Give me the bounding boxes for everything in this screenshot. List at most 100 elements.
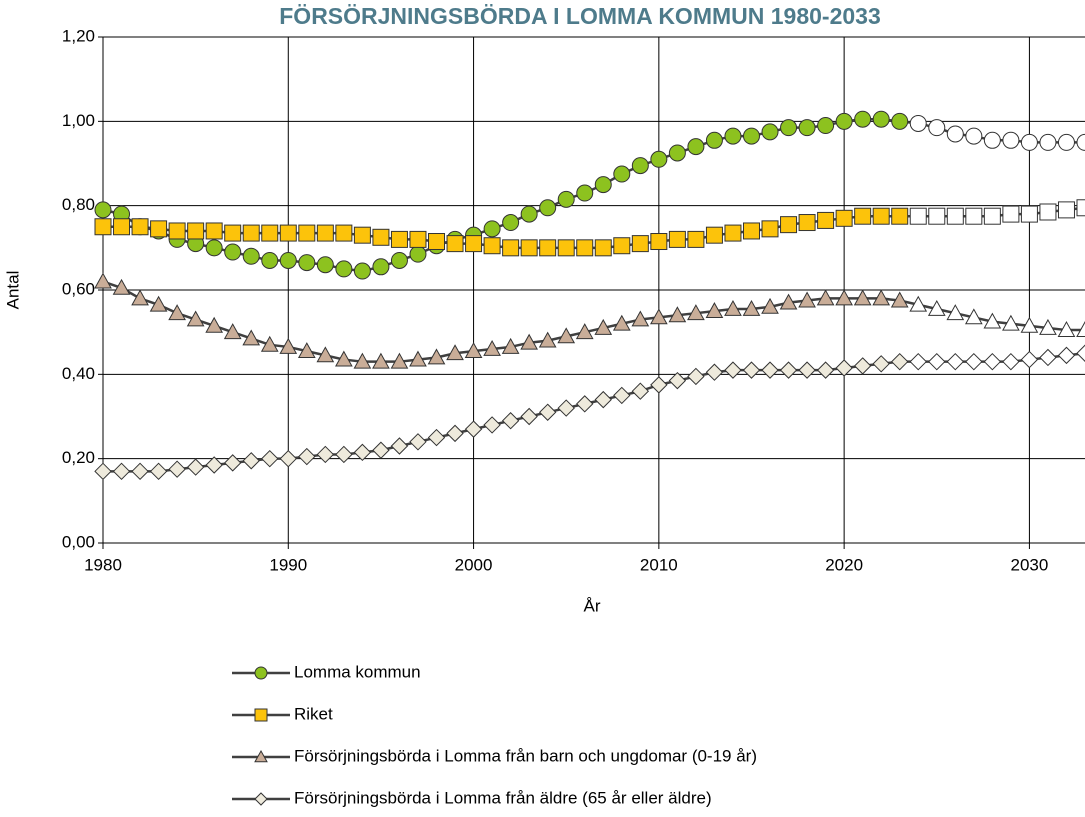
- marker: [817, 211, 835, 229]
- x-tick-label: 1990: [269, 555, 307, 574]
- marker: [316, 224, 334, 242]
- marker: [1002, 205, 1020, 223]
- marker: [446, 424, 464, 443]
- marker: [131, 289, 149, 306]
- series: [94, 344, 1085, 481]
- marker: [298, 254, 316, 272]
- marker: [168, 304, 186, 321]
- legend-marker: [254, 792, 268, 806]
- series: [94, 272, 1085, 369]
- marker: [1057, 346, 1076, 365]
- marker: [1039, 348, 1057, 367]
- marker: [761, 123, 779, 141]
- marker: [798, 214, 816, 232]
- marker: [631, 382, 650, 400]
- marker: [113, 218, 131, 236]
- y-tick-label: 0,00: [62, 532, 95, 551]
- marker: [687, 230, 705, 248]
- marker: [390, 437, 409, 455]
- marker: [854, 207, 872, 225]
- marker: [1020, 316, 1039, 333]
- legend-label: Lomma kommun: [294, 662, 421, 681]
- x-axis-label: År: [584, 596, 601, 615]
- legend-marker: [254, 666, 268, 680]
- marker: [872, 207, 890, 225]
- marker: [316, 256, 334, 274]
- marker: [594, 390, 612, 409]
- marker: [705, 226, 723, 244]
- marker: [631, 310, 650, 327]
- marker: [316, 445, 335, 464]
- marker: [650, 376, 668, 394]
- marker: [816, 289, 835, 306]
- marker: [724, 299, 742, 316]
- y-tick-label: 1,00: [62, 111, 95, 130]
- marker: [242, 452, 260, 470]
- marker: [557, 239, 575, 257]
- marker: [261, 251, 279, 269]
- marker: [613, 237, 631, 255]
- marker: [1076, 133, 1085, 151]
- marker: [983, 207, 1001, 225]
- marker: [909, 295, 928, 312]
- marker: [983, 352, 1002, 371]
- y-tick-label: 0,80: [62, 195, 95, 214]
- marker: [298, 447, 316, 466]
- marker: [297, 342, 316, 359]
- marker: [594, 318, 613, 335]
- marker: [483, 237, 501, 255]
- marker: [705, 363, 724, 381]
- marker: [724, 224, 742, 242]
- marker: [224, 224, 242, 242]
- marker: [576, 239, 594, 257]
- marker: [446, 344, 464, 361]
- marker: [650, 233, 668, 251]
- marker: [891, 207, 909, 225]
- y-tick-label: 0,60: [62, 279, 95, 298]
- marker: [983, 131, 1001, 149]
- marker: [427, 428, 446, 447]
- marker: [316, 346, 335, 363]
- marker: [557, 190, 575, 208]
- marker: [390, 230, 408, 248]
- x-tick-label: 2030: [1011, 555, 1049, 574]
- marker: [761, 297, 779, 314]
- marker: [891, 112, 909, 130]
- marker: [372, 258, 390, 276]
- marker: [502, 214, 520, 232]
- marker: [261, 224, 279, 242]
- marker: [909, 114, 927, 132]
- marker: [780, 119, 798, 137]
- marker: [186, 310, 205, 327]
- marker: [687, 367, 705, 386]
- marker: [687, 138, 705, 156]
- marker: [94, 218, 112, 236]
- marker: [965, 352, 983, 371]
- marker: [613, 165, 631, 183]
- marker: [335, 260, 353, 278]
- marker: [149, 295, 168, 312]
- legend-label: Riket: [294, 704, 333, 723]
- marker: [131, 462, 149, 481]
- marker: [742, 299, 761, 316]
- marker: [464, 342, 483, 359]
- marker: [502, 239, 520, 257]
- marker: [168, 460, 186, 478]
- marker: [780, 216, 798, 234]
- marker: [539, 239, 557, 257]
- marker: [335, 445, 353, 464]
- series: [94, 199, 1085, 257]
- marker: [928, 207, 946, 225]
- marker: [1020, 350, 1039, 369]
- legend-label: Försörjningsbörda i Lomma från barn och …: [294, 746, 757, 765]
- marker: [687, 304, 705, 321]
- marker: [761, 361, 779, 379]
- marker: [1039, 203, 1057, 221]
- marker: [483, 416, 501, 434]
- legend-label: Försörjningsbörda i Lomma från äldre (65…: [294, 788, 712, 807]
- marker: [946, 125, 964, 143]
- marker: [983, 312, 1002, 329]
- marker: [520, 407, 538, 426]
- marker: [1002, 131, 1020, 149]
- marker: [223, 323, 242, 340]
